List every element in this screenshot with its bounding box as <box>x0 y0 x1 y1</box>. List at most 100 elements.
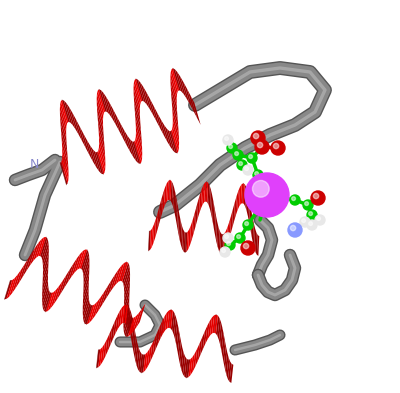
Polygon shape <box>172 184 174 208</box>
Polygon shape <box>135 79 142 102</box>
Polygon shape <box>15 264 24 289</box>
Polygon shape <box>167 129 176 153</box>
Polygon shape <box>244 184 246 207</box>
Polygon shape <box>38 237 46 256</box>
Polygon shape <box>124 269 130 293</box>
Polygon shape <box>99 89 107 112</box>
Polygon shape <box>121 262 128 281</box>
Polygon shape <box>99 142 106 169</box>
Polygon shape <box>87 304 95 324</box>
Polygon shape <box>161 119 170 147</box>
Polygon shape <box>176 328 180 353</box>
Polygon shape <box>138 80 146 104</box>
Circle shape <box>305 202 308 206</box>
Polygon shape <box>36 237 44 258</box>
Polygon shape <box>232 202 235 229</box>
Polygon shape <box>116 263 124 285</box>
Polygon shape <box>101 90 110 115</box>
Polygon shape <box>253 223 255 248</box>
Circle shape <box>241 241 255 255</box>
Circle shape <box>290 225 296 231</box>
Circle shape <box>290 195 300 205</box>
Polygon shape <box>176 200 178 226</box>
Polygon shape <box>95 292 104 316</box>
Polygon shape <box>183 356 186 377</box>
Polygon shape <box>182 352 185 374</box>
Polygon shape <box>219 231 221 253</box>
Polygon shape <box>174 193 177 219</box>
Polygon shape <box>168 180 170 200</box>
Polygon shape <box>239 184 242 206</box>
Polygon shape <box>122 263 129 284</box>
Polygon shape <box>172 107 179 136</box>
Polygon shape <box>132 323 135 348</box>
Polygon shape <box>180 220 182 245</box>
Polygon shape <box>214 208 216 235</box>
Polygon shape <box>77 250 85 270</box>
Polygon shape <box>98 347 102 367</box>
Polygon shape <box>123 265 130 288</box>
Polygon shape <box>216 221 218 246</box>
Polygon shape <box>172 114 179 143</box>
Circle shape <box>288 223 302 237</box>
Polygon shape <box>220 327 224 351</box>
Polygon shape <box>175 69 184 94</box>
Polygon shape <box>118 262 126 282</box>
Polygon shape <box>42 259 49 285</box>
Circle shape <box>237 160 247 170</box>
Polygon shape <box>195 343 200 367</box>
Polygon shape <box>212 314 216 333</box>
Polygon shape <box>97 94 103 121</box>
Polygon shape <box>206 182 208 202</box>
Polygon shape <box>135 109 142 139</box>
Polygon shape <box>172 99 178 129</box>
Polygon shape <box>133 330 136 354</box>
Polygon shape <box>83 287 89 312</box>
Polygon shape <box>100 343 105 365</box>
Polygon shape <box>61 131 68 161</box>
Polygon shape <box>157 206 160 232</box>
Polygon shape <box>42 239 48 261</box>
Polygon shape <box>106 97 116 125</box>
Polygon shape <box>134 80 141 105</box>
Polygon shape <box>57 275 66 300</box>
Polygon shape <box>171 70 178 94</box>
Polygon shape <box>102 280 112 305</box>
Polygon shape <box>188 357 192 377</box>
Polygon shape <box>140 83 150 108</box>
Polygon shape <box>148 230 151 251</box>
Polygon shape <box>172 126 179 151</box>
Polygon shape <box>60 105 66 132</box>
Polygon shape <box>136 303 146 327</box>
Polygon shape <box>134 101 141 131</box>
Polygon shape <box>230 364 233 383</box>
Polygon shape <box>225 352 228 375</box>
Polygon shape <box>143 352 148 372</box>
Polygon shape <box>167 310 171 328</box>
Circle shape <box>237 235 240 239</box>
Polygon shape <box>165 310 169 331</box>
Polygon shape <box>191 96 201 125</box>
Polygon shape <box>218 227 220 251</box>
Polygon shape <box>62 100 70 123</box>
Circle shape <box>249 155 252 158</box>
Polygon shape <box>223 231 226 253</box>
Polygon shape <box>163 312 167 334</box>
Polygon shape <box>225 227 228 251</box>
Polygon shape <box>138 351 142 372</box>
Circle shape <box>307 210 317 220</box>
Polygon shape <box>134 88 140 116</box>
Polygon shape <box>201 185 204 209</box>
Polygon shape <box>83 266 89 292</box>
Polygon shape <box>98 128 105 158</box>
Polygon shape <box>98 286 108 311</box>
Polygon shape <box>122 305 126 323</box>
Circle shape <box>247 153 257 163</box>
Polygon shape <box>218 318 221 340</box>
Polygon shape <box>130 313 139 335</box>
Circle shape <box>307 220 317 230</box>
Polygon shape <box>214 314 218 334</box>
Circle shape <box>251 131 265 145</box>
Circle shape <box>253 170 263 180</box>
Circle shape <box>311 191 325 205</box>
